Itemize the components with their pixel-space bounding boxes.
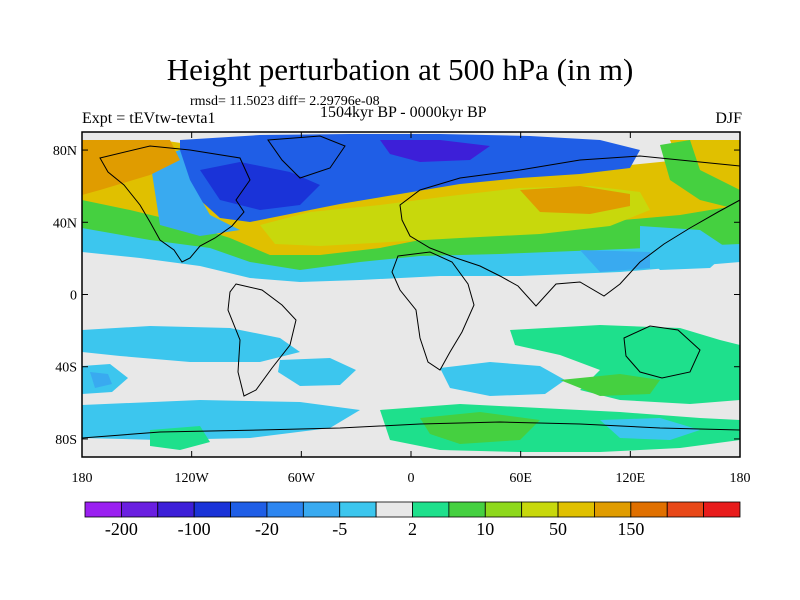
contour-field <box>82 132 740 457</box>
season-label: DJF <box>715 110 742 127</box>
cyan-south-pacific <box>82 326 300 362</box>
colorbar-swatch <box>266 501 304 518</box>
lat-tick-label: 40S <box>55 361 77 376</box>
lat-tick-label: 80N <box>53 144 77 159</box>
period-label: 1504kyr BP - 0000kyr BP <box>320 104 487 121</box>
colorbar-swatch <box>484 501 523 518</box>
cyan-south-indian <box>440 362 565 396</box>
colorbar-swatch <box>412 501 450 518</box>
cyan-band-north <box>82 228 740 282</box>
coast-south-america <box>227 283 297 397</box>
colorbar-label: -20 <box>255 519 279 539</box>
longitude-ticks: 180 120W 60W 0 60E 120E 180 <box>72 132 751 486</box>
green-south-pacific-2 <box>560 374 660 396</box>
stats-text: rmsd= 11.5023 diff= 2.29796e-08 <box>190 94 380 109</box>
colorbar-swatch <box>193 501 231 518</box>
colorbar-swatch <box>302 501 341 518</box>
lon-tick-label: 120E <box>616 471 646 486</box>
positive-northwest <box>82 140 180 195</box>
negative-core-atlantic <box>200 162 320 210</box>
orange-core-north <box>520 186 630 214</box>
colorbar-swatch <box>630 501 668 518</box>
lon-tick-label: 180 <box>72 471 93 486</box>
coast-eurasia <box>399 155 740 307</box>
coast-antarctica <box>82 421 740 439</box>
coast-greenland <box>267 135 346 179</box>
coast-africa <box>391 251 475 371</box>
colorbar: -200 -100 -20 -5 2 10 50 150 <box>84 501 741 539</box>
colorbar-swatch <box>375 501 413 518</box>
lon-tick-label: 180 <box>730 471 751 486</box>
colorbar-swatch <box>666 501 705 518</box>
colorbar-swatch <box>557 501 595 518</box>
colorbar-swatch <box>84 501 122 518</box>
lat-tick-label: 80S <box>55 433 77 448</box>
coast-north-america <box>99 145 251 263</box>
lon-tick-label: 60E <box>509 471 532 486</box>
lon-tick-label: 120W <box>175 471 210 486</box>
colorbar-swatch <box>521 501 559 518</box>
colorbar-swatch <box>448 501 486 518</box>
colorbar-swatch <box>157 501 195 518</box>
colorbar-swatch <box>703 501 741 518</box>
green-south-pacific <box>510 325 740 404</box>
cyan-pacific <box>640 226 730 270</box>
colorbar-swatch <box>339 501 377 518</box>
blue-southwest <box>90 372 112 388</box>
cyan-edge-arctic <box>150 150 240 236</box>
lon-tick-label: 0 <box>408 471 415 486</box>
plot-title: Height perturbation at 500 hPa (in m) <box>166 52 634 87</box>
colorbar-label: -200 <box>105 519 138 539</box>
negative-core-arctic <box>380 140 490 162</box>
latitude-ticks: 80N 40N 0 40S 80S <box>53 144 740 448</box>
lon-tick-label: 60W <box>288 471 316 486</box>
cyan-eastasia <box>580 250 650 272</box>
colorbar-swatch <box>594 501 632 518</box>
colorbar-swatch <box>120 501 159 518</box>
colorbar-swatch <box>230 501 268 518</box>
lat-tick-label: 40N <box>53 216 77 231</box>
colorbar-label: 150 <box>617 519 644 539</box>
lime-antarctic <box>420 412 540 444</box>
cyan-antarctic-east <box>600 418 700 440</box>
colorbar-label: 10 <box>476 519 494 539</box>
coast-australia <box>623 325 701 379</box>
lat-tick-label: 0 <box>70 289 77 304</box>
cyan-south-atlantic <box>278 358 356 386</box>
colorbar-label: 50 <box>549 519 567 539</box>
green-northeast <box>660 140 740 210</box>
experiment-label: Expt = tEVtw-tevta1 <box>82 110 216 127</box>
colorbar-label: -100 <box>178 519 211 539</box>
colorbar-label: -5 <box>332 519 347 539</box>
colorbar-label: 2 <box>408 519 417 539</box>
coastlines <box>82 135 740 439</box>
